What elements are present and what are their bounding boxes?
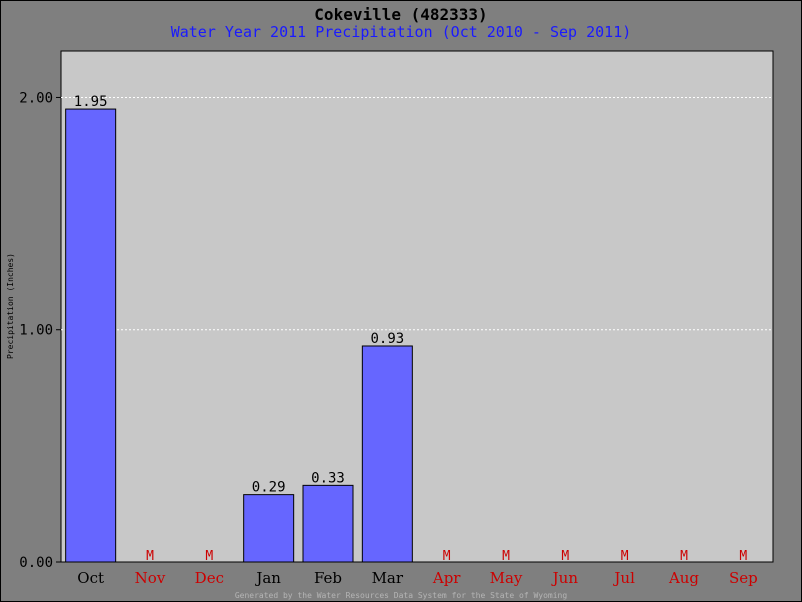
- missing-marker: M: [680, 549, 688, 564]
- data-label: 1.95: [74, 94, 108, 110]
- x-tick-label: Sep: [729, 569, 758, 587]
- missing-marker: M: [561, 549, 569, 564]
- data-label: 0.29: [252, 480, 286, 496]
- x-tick-label: Oct: [77, 569, 104, 587]
- x-tick-label: Nov: [135, 569, 166, 587]
- data-label: 0.33: [311, 470, 345, 486]
- x-tick-label: Jun: [551, 569, 579, 587]
- x-tick-label: Apr: [432, 569, 461, 587]
- chart-subtitle: Water Year 2011 Precipitation (Oct 2010 …: [170, 23, 632, 41]
- missing-marker: M: [205, 549, 213, 564]
- y-tick-label: 0.00: [19, 555, 53, 571]
- missing-marker: M: [502, 549, 510, 564]
- missing-marker: M: [443, 549, 451, 564]
- x-tick-label: Jan: [254, 569, 281, 587]
- bar-oct: [65, 108, 117, 563]
- x-tick-label: Aug: [668, 569, 699, 587]
- y-tick-label: 2.00: [19, 90, 53, 106]
- plot-area: [60, 50, 774, 563]
- y-tick-label: 1.00: [19, 323, 53, 339]
- x-tick-label: May: [490, 569, 523, 587]
- bar-feb: [302, 484, 354, 563]
- missing-marker: M: [739, 549, 747, 564]
- missing-marker: M: [146, 549, 154, 564]
- x-tick-label: Mar: [372, 569, 404, 587]
- footer-note: Generated by the Water Resources Data Sy…: [234, 591, 568, 600]
- x-tick-label: Jul: [612, 569, 635, 587]
- missing-marker: M: [621, 549, 629, 564]
- bar-mar: [361, 345, 413, 563]
- bar-jan: [243, 494, 295, 563]
- chart-title: Cokeville (482333): [314, 5, 488, 24]
- data-label: 0.93: [370, 331, 404, 347]
- x-tick-label: Dec: [195, 569, 224, 587]
- x-tick-label: Feb: [314, 569, 342, 587]
